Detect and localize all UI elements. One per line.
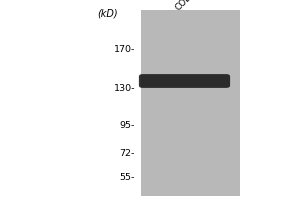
- Text: 170-: 170-: [114, 45, 135, 53]
- FancyBboxPatch shape: [139, 74, 230, 88]
- Bar: [141, 10, 240, 196]
- Text: 55-: 55-: [120, 172, 135, 182]
- Text: COLO205: COLO205: [174, 0, 210, 12]
- Text: 72-: 72-: [120, 148, 135, 158]
- Text: 130-: 130-: [113, 84, 135, 93]
- Text: 95-: 95-: [120, 120, 135, 130]
- Text: (kD): (kD): [98, 9, 118, 19]
